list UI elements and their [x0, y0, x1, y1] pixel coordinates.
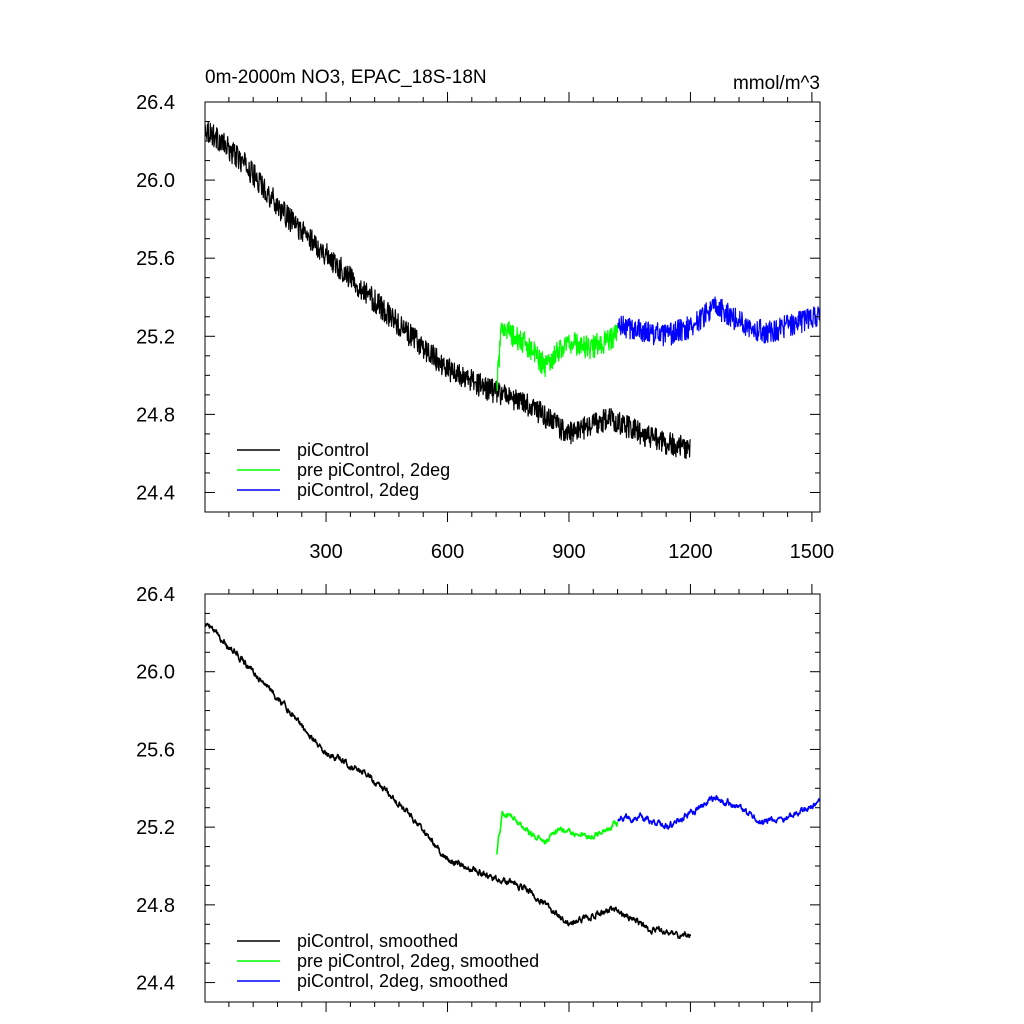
series-line-picontrol-smoothed: [204, 622, 692, 940]
y-tick-label: 25.2: [136, 326, 175, 348]
x-tick-label: 600: [431, 541, 464, 563]
y-tick-label: 24.4: [136, 973, 175, 995]
series-line-pre-picontrol-2deg-smoothed: [496, 810, 619, 855]
y-tick-label: 26.4: [136, 584, 175, 606]
units-label: mmol/m^3: [733, 73, 820, 94]
plot-frame: [204, 593, 821, 1003]
y-tick-label: 24.8: [136, 895, 175, 917]
y-tick-label: 26.0: [136, 662, 175, 684]
legend-label: pre piControl, 2deg, smoothed: [297, 951, 539, 971]
x-tick-label: 300: [309, 541, 342, 563]
series-line-pre-picontrol-2deg: [496, 321, 619, 392]
y-tick-label: 25.6: [136, 739, 175, 761]
bottom-panel: 24.4 24.8 25.2 25.6 26.0 26.4 piControl, smoot…: [136, 584, 821, 1012]
legend-label: piControl: [297, 440, 369, 460]
x-tick-label: 1500: [790, 541, 835, 563]
y-tick-label: 25.6: [136, 248, 175, 270]
y-tick-label: 26.4: [136, 92, 175, 114]
legend-label: pre piControl, 2deg: [297, 460, 450, 480]
series-line-picontrol-2deg: [617, 296, 821, 347]
y-tick-label: 24.4: [136, 482, 175, 504]
x-tick-label: 1200: [668, 541, 713, 563]
y-tick-label: 25.2: [136, 817, 175, 839]
series-line-picontrol-2deg-smoothed: [617, 795, 821, 830]
chart-title: 0m-2000m NO3, EPAC_18S-18N: [205, 67, 487, 88]
series-line-picontrol: [204, 121, 691, 460]
legend-label: piControl, smoothed: [297, 931, 458, 951]
y-tick-label: 26.0: [136, 170, 175, 192]
legend-label: piControl, 2deg: [297, 480, 419, 500]
plot-frame: [204, 101, 821, 513]
legend-label: piControl, 2deg, smoothed: [297, 971, 508, 991]
y-tick-label: 24.8: [136, 404, 175, 426]
x-tick-label: 900: [552, 541, 585, 563]
top-panel: 300 600 900 1200 1500 24.4 24.8 25.2 25.6 26.0 26.…: [136, 67, 834, 563]
